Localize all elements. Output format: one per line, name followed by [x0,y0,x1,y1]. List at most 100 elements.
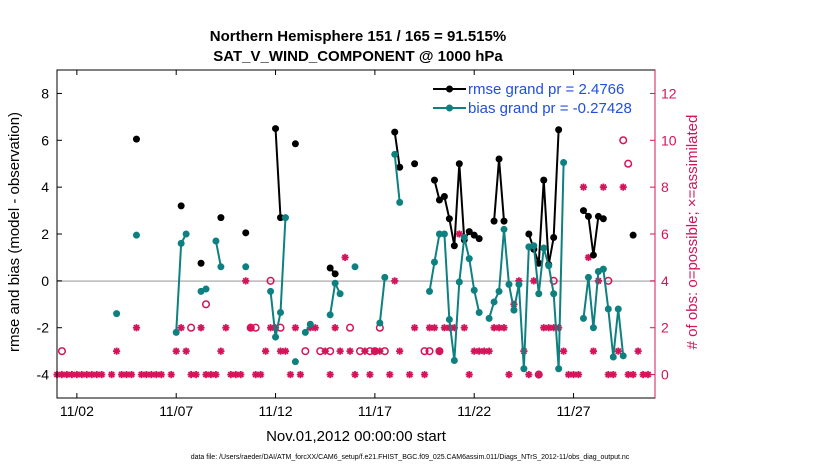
assimilated-obs-stroke [153,371,160,378]
y-left-tick-label: -2 [37,320,50,336]
assimilated-obs-marker [291,324,300,332]
assimilated-obs-marker [197,324,205,332]
y-right-tick-label: 12 [661,85,677,101]
bias-point [376,319,384,327]
legend-bias-marker [446,104,453,112]
assimilated-obs-marker [132,324,141,332]
assimilated-obs-stroke [287,371,294,378]
legend: rmse grand pr = 2.4766 bias grand pr = -… [433,81,632,117]
bias-point [470,286,478,294]
assimilated-obs-stroke [431,324,438,331]
assimilated-obs-marker [247,324,255,332]
assimilated-obs-stroke [222,324,230,331]
bias-point [277,308,285,316]
assimilated-obs-stroke [361,347,369,355]
assimilated-obs-stroke [530,277,538,285]
possible-obs-marker [201,300,211,309]
assimilated-obs-stroke [436,347,443,355]
rmse-point [495,155,503,163]
possible-obs-marker [420,347,429,356]
bias-point [510,306,518,314]
assimilated-obs-stroke [123,371,130,378]
assimilated-obs-stroke [331,324,339,331]
assimilated-obs-marker [396,347,404,355]
rmse-point [579,207,587,215]
bias-point [614,305,622,313]
rmse-point [272,125,280,133]
assimilated-obs-stroke [158,371,165,378]
bias-point [604,305,612,313]
legend-rmse-marker [446,85,453,93]
assimilated-obs-marker [157,370,165,379]
legend-bias-label: bias grand pr = -0.27428 [468,100,632,117]
assimilated-obs-marker [296,370,304,379]
assimilated-obs-marker [281,347,290,355]
bias-point [212,237,220,245]
bias-point [381,273,389,281]
rmse-point [450,242,458,250]
assimilated-obs-stroke [615,347,622,355]
assimilated-obs-marker [530,277,538,285]
bias-point [465,255,473,263]
bias-point [609,353,617,361]
assimilated-obs-marker [127,370,136,379]
assimilated-obs-stroke [634,347,642,355]
rmse-point [629,231,637,239]
assimilated-obs-marker [406,370,414,379]
rmse-point [455,160,463,168]
plot-area [57,70,655,398]
possible-obs-marker [301,347,310,356]
bias-point [391,150,399,158]
assimilated-obs-marker [192,370,200,379]
possible-obs-marker [549,276,558,285]
assimilated-obs-stroke [312,324,319,331]
assimilated-obs-stroke [232,371,240,378]
assimilated-obs-stroke [575,371,582,378]
assimilated-obs-marker [420,370,429,379]
assimilated-obs-stroke [545,324,552,331]
possible-obs-marker [624,159,633,168]
assimilated-obs-marker [579,183,588,191]
assimilated-obs-stroke [475,347,483,355]
assimilated-obs-marker [391,277,399,285]
y-right-tick-label: 4 [661,273,669,289]
assimilated-obs-stroke [495,324,503,331]
rmse-line [393,131,401,168]
y-left-tick-label: 8 [41,85,49,101]
assimilated-obs-stroke [108,371,115,378]
bias-point [589,324,597,332]
rmse-point [331,270,339,278]
assimilated-obs-stroke [172,347,180,355]
rmse-point [396,163,404,171]
bias-point [545,262,553,270]
bias-point [396,198,404,206]
assimilated-obs-marker [212,370,220,379]
rmse-point [490,217,498,225]
assimilated-obs-stroke [78,371,86,378]
x-tick-label: 11/12 [259,403,293,419]
bias-point [281,214,289,222]
assimilated-obs-stroke [470,347,478,355]
assimilated-obs-marker [217,347,225,355]
assimilated-obs-marker [624,370,632,379]
bias-point [217,263,225,271]
assimilated-obs-stroke [535,371,543,378]
assimilated-obs-marker [485,347,493,355]
assimilated-obs-marker [495,324,503,332]
possible-obs-marker [345,323,355,332]
assimilated-obs-stroke [500,324,508,331]
assimilated-obs-stroke [336,347,344,355]
assimilated-obs-marker [366,370,374,379]
assimilated-obs-stroke [113,347,120,355]
assimilated-obs-marker [83,370,91,379]
assimilated-obs-stroke [128,371,135,378]
assimilated-obs-stroke [257,371,264,378]
assimilated-obs-marker [172,347,180,355]
assimilated-obs-marker [589,347,598,355]
x-tick-label: 11/07 [159,403,193,419]
rmse-point [445,215,453,223]
assimilated-obs-stroke [580,183,587,191]
assimilated-obs-marker [152,370,160,379]
bias-point [267,287,275,295]
assimilated-obs-stroke [277,347,284,355]
